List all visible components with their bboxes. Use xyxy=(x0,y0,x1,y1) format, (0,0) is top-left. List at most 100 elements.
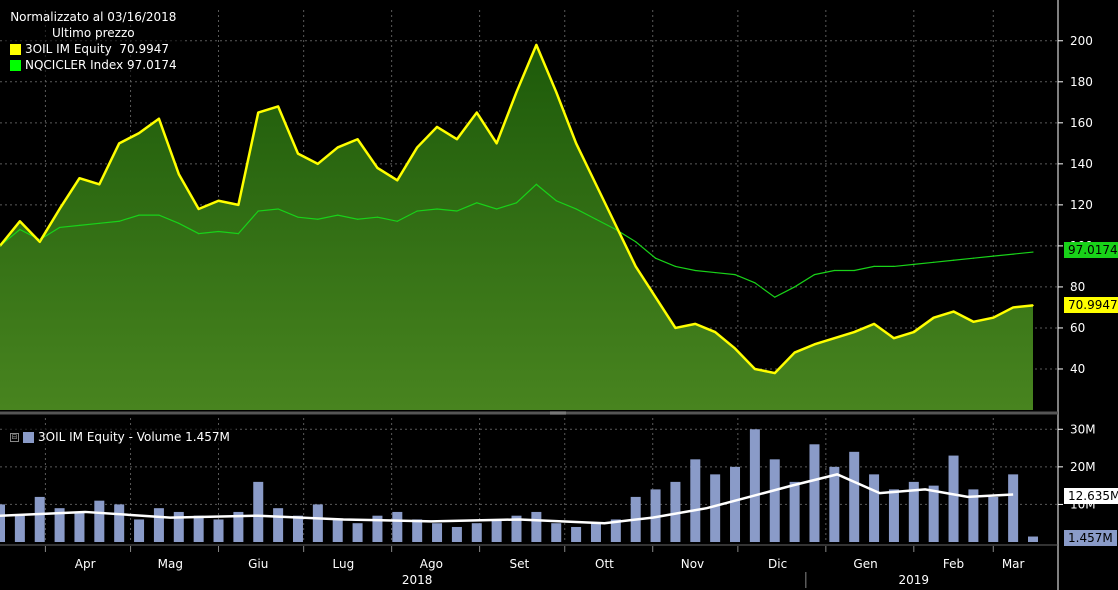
nqcicler-point xyxy=(158,214,160,216)
oil-point xyxy=(396,179,399,182)
nqcicler-point xyxy=(0,245,1,247)
nqcicler-point xyxy=(277,208,279,210)
nqcicler-point xyxy=(734,274,736,276)
nqcicler-point xyxy=(476,202,478,204)
tag-volume-avg: 12.635M xyxy=(1064,488,1118,504)
volume-bar xyxy=(749,429,760,542)
price-area xyxy=(0,44,1033,410)
month-label: Gen xyxy=(853,557,877,571)
nqcicler-point xyxy=(217,230,220,233)
volume-legend-label: 3OIL IM Equity - Volume 1.457M xyxy=(38,430,230,444)
nqcicler-point xyxy=(535,183,537,185)
price-tick-label: 40 xyxy=(1070,362,1085,376)
volume-bar xyxy=(908,481,919,542)
volume-bar xyxy=(491,519,502,542)
oil-point xyxy=(19,220,21,223)
volume-bar xyxy=(54,508,65,542)
nqcicler-point xyxy=(198,232,200,235)
nqcicler-point xyxy=(913,263,915,265)
nqcicler-point xyxy=(674,265,677,268)
oil-point xyxy=(177,173,180,175)
month-label: Nov xyxy=(681,557,704,571)
month-label: Dic xyxy=(768,557,787,571)
month-label: Feb xyxy=(943,557,964,571)
oil-point xyxy=(78,177,81,180)
volume-bar xyxy=(1028,536,1038,542)
oil-point xyxy=(118,142,120,145)
oil-point xyxy=(893,337,895,340)
volume-bar xyxy=(829,466,840,542)
volume-bar xyxy=(213,519,224,542)
oil-point xyxy=(535,44,538,46)
nqcicler-point xyxy=(654,257,657,259)
tag-nqcicler: 97.0174 xyxy=(1064,242,1118,258)
legend-subtitle: Ultimo prezzo xyxy=(52,26,135,40)
volume-bar xyxy=(432,523,443,542)
volume-bar xyxy=(94,500,105,542)
nqcicler-point xyxy=(952,259,955,261)
nqcicler-point xyxy=(972,257,975,259)
nqcicler-point xyxy=(436,208,438,210)
price-tick-label: 140 xyxy=(1070,157,1093,171)
nqcicler-point xyxy=(893,265,895,268)
oil-point xyxy=(495,142,498,145)
legend-item-index: NQCICLER Index 97.0174 xyxy=(10,57,177,73)
month-label: Mar xyxy=(1002,557,1025,571)
oil-point xyxy=(376,167,379,169)
price-tick-label: 60 xyxy=(1070,321,1085,335)
oil-point xyxy=(436,126,438,128)
volume-bar xyxy=(730,466,741,542)
month-label: Mag xyxy=(158,557,183,571)
oil-point xyxy=(595,183,597,186)
tag-volume-last: 1.457M xyxy=(1064,530,1117,546)
nqcicler-point xyxy=(933,261,935,263)
volume-bar xyxy=(888,489,899,542)
nqcicler-point xyxy=(39,239,41,241)
legend-swatch-oil xyxy=(10,43,21,55)
oil-point xyxy=(952,310,955,313)
volume-bar xyxy=(988,496,999,542)
volume-bar xyxy=(849,451,860,542)
oil-point xyxy=(1012,306,1014,309)
oil-point xyxy=(217,199,220,202)
volume-bar xyxy=(610,519,621,542)
nqcicler-point xyxy=(317,218,319,220)
nqcicler-point xyxy=(297,216,299,218)
volume-bar xyxy=(769,459,780,542)
nqcicler-point xyxy=(257,210,259,212)
nqcicler-point xyxy=(496,208,498,210)
volume-bar xyxy=(352,523,363,542)
nqcicler-point xyxy=(456,210,458,212)
volume-legend: ⊟ 3OIL IM Equity - Volume 1.457M xyxy=(4,428,236,447)
oil-point xyxy=(416,146,418,149)
volume-bar xyxy=(114,504,125,542)
volume-bar xyxy=(372,515,383,542)
nqcicler-point xyxy=(515,202,518,204)
nqcicler-point xyxy=(416,210,418,212)
volume-tick-label: 30M xyxy=(1070,422,1096,436)
volume-tick-label: 20M xyxy=(1070,460,1096,474)
volume-bar xyxy=(551,523,562,542)
collapse-toggle-icon[interactable]: ⊟ xyxy=(10,433,19,442)
tag-oil: 70.9947 xyxy=(1064,297,1118,313)
oil-point xyxy=(913,331,915,333)
volume-average-path xyxy=(0,473,1014,525)
oil-point xyxy=(932,316,935,319)
volume-bar xyxy=(392,511,403,542)
oil-point xyxy=(992,316,995,319)
nqcicler-point xyxy=(396,220,398,222)
oil-point xyxy=(714,331,716,333)
oil-point xyxy=(833,337,836,340)
nqcicler-point xyxy=(774,296,776,298)
oil-point xyxy=(773,372,776,374)
oil-point xyxy=(356,138,359,141)
oil-point xyxy=(197,208,200,210)
nqcicler-point xyxy=(19,228,21,231)
nqcicler-point xyxy=(98,222,100,224)
oil-point xyxy=(456,138,458,141)
nqcicler-point xyxy=(992,255,994,257)
volume-bar xyxy=(710,474,721,542)
volume-bar xyxy=(928,485,939,542)
volume-bar xyxy=(1008,474,1019,542)
oil-point xyxy=(694,323,697,325)
